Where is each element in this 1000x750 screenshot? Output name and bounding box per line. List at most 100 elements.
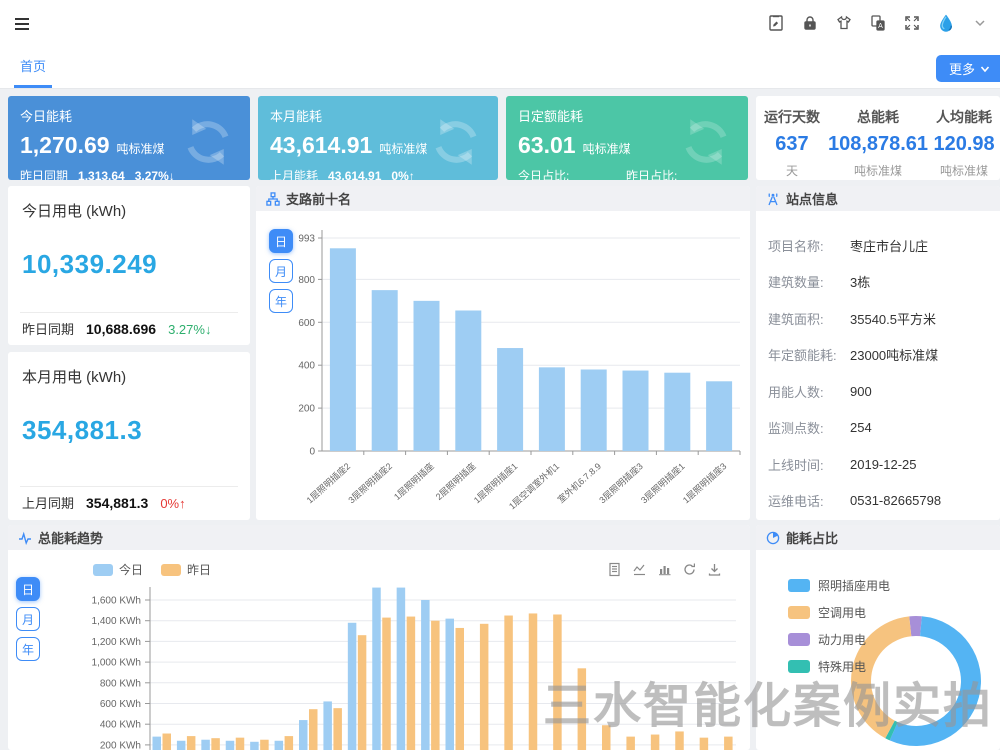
translate-icon[interactable]: A	[868, 13, 888, 33]
kpi-unit: 吨标准煤	[379, 140, 427, 157]
lock-icon[interactable]	[800, 13, 820, 33]
stat-running-days: 运行天数 637 天	[756, 96, 828, 180]
site-row-value: 23000吨标准煤	[850, 345, 938, 364]
legend-item-today[interactable]: 今日	[93, 561, 143, 578]
site-row: 用能人数:900	[768, 373, 988, 410]
legend-item-special[interactable]: 特殊用电	[788, 658, 890, 675]
tab-home[interactable]: 首页	[14, 48, 52, 88]
usage-sub-value: 354,881.3	[86, 495, 148, 511]
stat-label: 运行天数	[756, 107, 828, 127]
energy-trend-panel: 总能耗趋势 今日 昨日 日 月 年 1,600 KWh1,400 KWh1,20…	[8, 525, 750, 750]
legend-swatch	[93, 564, 113, 576]
maintenance-icon[interactable]	[766, 13, 786, 33]
legend-swatch	[788, 660, 810, 673]
fullscreen-icon[interactable]	[902, 13, 922, 33]
kpi-change: 0%↑	[391, 169, 414, 180]
legend-item-hvac[interactable]: 空调用电	[788, 604, 890, 621]
site-info-panel: 站点信息 项目名称:枣庄市台儿庄 建筑数量:3栋 建筑面积:35540.5平方米…	[756, 186, 1000, 520]
trend-period-month-button[interactable]: 月	[16, 607, 40, 631]
data-view-icon[interactable]	[606, 561, 622, 577]
legend-label: 照明插座用电	[818, 577, 890, 594]
trend-pulse-icon	[18, 531, 32, 545]
download-icon[interactable]	[706, 561, 722, 577]
trend-legend: 今日 昨日	[93, 561, 211, 578]
usage-value: 10,339.249	[22, 249, 236, 280]
stat-label: 人均能耗	[928, 107, 1000, 127]
kpi-value: 43,614.91	[270, 132, 372, 159]
site-row: 建筑面积:35540.5平方米	[768, 300, 988, 337]
kpi-sub-value: 1,313.64	[78, 169, 125, 180]
svg-text:1层照明插座: 1层照明插座	[391, 460, 436, 502]
theme-shirt-icon[interactable]	[834, 13, 854, 33]
refresh-icon[interactable]	[681, 561, 697, 577]
summary-stats-card: 运行天数 637 天 总能耗 108,878.61 吨标准煤 人均能耗 120.…	[756, 96, 1000, 180]
site-row: 运维电话:0531-82665798	[768, 483, 988, 520]
menu-icon[interactable]	[12, 14, 32, 34]
kpi-yest-ratio-label: 昨日占比:	[626, 169, 677, 180]
pie-icon	[766, 531, 780, 545]
usage-title: 今日用电 (kWh)	[22, 200, 236, 221]
stat-per-capita: 人均能耗 120.98 吨标准煤	[928, 96, 1000, 180]
more-button-label: 更多	[949, 59, 975, 78]
svg-text:1层照明插座3: 1层照明插座3	[680, 460, 728, 505]
site-row-label: 建筑面积:	[768, 309, 850, 328]
svg-text:1,600 KWh: 1,600 KWh	[92, 596, 141, 607]
line-chart-icon[interactable]	[631, 561, 647, 577]
topbar: A	[0, 0, 1000, 49]
stat-value: 637	[756, 133, 828, 156]
usage-title: 本月用电 (kWh)	[22, 366, 236, 387]
chevron-down-icon	[980, 64, 990, 74]
pie-panel-header: 能耗占比	[756, 525, 1000, 550]
branch-period-month-button[interactable]: 月	[269, 259, 293, 283]
site-row-value: 枣庄市台儿庄	[850, 236, 928, 255]
usage-value: 354,881.3	[22, 415, 236, 446]
branch-period-year-button[interactable]: 年	[269, 289, 293, 313]
site-row: 年定额能耗:23000吨标准煤	[768, 337, 988, 374]
svg-text:200 KWh: 200 KWh	[100, 740, 141, 750]
branch-top10-panel: 支路前十名 日 月 年 02004006008009931层照明插座23层照明插…	[256, 186, 750, 520]
trend-period-year-button[interactable]: 年	[16, 637, 40, 661]
kpi-change: 3.27%↓	[135, 169, 175, 180]
kpi-value: 1,270.69	[20, 132, 110, 159]
usage-card-today: 今日用电 (kWh) 10,339.249 昨日同期 10,688.696 3.…	[8, 186, 250, 345]
kpi-today-ratio-label: 今日占比:	[518, 169, 569, 180]
site-row: 建筑数量:3栋	[768, 264, 988, 301]
legend-swatch	[788, 633, 810, 646]
legend-item-power[interactable]: 动力用电	[788, 631, 890, 648]
svg-text:1,000 KWh: 1,000 KWh	[92, 658, 141, 669]
svg-text:A: A	[878, 23, 883, 30]
legend-item-yesterday[interactable]: 昨日	[161, 561, 211, 578]
pie-panel-title: 能耗占比	[786, 528, 838, 547]
kpi-card-daily-quota: 日定额能耗 63.01吨标准煤 今日占比: 2,016.54% 昨日占比: 2,…	[506, 96, 748, 180]
energy-dashboard: A 首页 更多 今日能耗 1,270.69吨标准煤 昨日同期1,313.643.…	[0, 0, 1000, 750]
legend-label: 空调用电	[818, 604, 866, 621]
trend-period-day-button[interactable]: 日	[16, 577, 40, 601]
usage-card-month: 本月用电 (kWh) 354,881.3 上月同期 354,881.3 0%↑	[8, 352, 250, 520]
kpi-unit: 吨标准煤	[117, 140, 165, 157]
kpi-sub-label: 上月能耗	[270, 167, 318, 180]
trend-panel-title: 总能耗趋势	[38, 528, 103, 547]
bar-chart-icon[interactable]	[656, 561, 672, 577]
legend-swatch	[788, 579, 810, 592]
chart-toolbox	[606, 561, 722, 577]
legend-swatch	[788, 606, 810, 619]
site-row-label: 建筑数量:	[768, 272, 850, 291]
site-row: 项目名称:枣庄市台儿庄	[768, 227, 988, 264]
kpi-value: 63.01	[518, 132, 576, 159]
svg-text:室外机6.7.8.9: 室外机6.7.8.9	[555, 460, 603, 505]
kpi-card-month-energy: 本月能耗 43,614.91吨标准煤 上月能耗43,614.910%↑	[258, 96, 498, 180]
recycle-icon	[678, 114, 734, 170]
svg-text:993: 993	[298, 234, 315, 245]
svg-text:200: 200	[298, 404, 315, 415]
water-drop-logo-icon[interactable]	[936, 13, 956, 33]
usage-change: 0%↑	[160, 496, 185, 511]
svg-text:3层照明插座3: 3层照明插座3	[597, 460, 645, 505]
more-button[interactable]: 更多	[936, 55, 1000, 82]
branch-period-day-button[interactable]: 日	[269, 229, 293, 253]
user-chevron-down-icon[interactable]	[970, 13, 990, 33]
usage-sub-label: 上月同期	[22, 493, 74, 512]
stat-unit: 天	[756, 162, 828, 179]
site-row-value: 254	[850, 420, 872, 435]
legend-label: 昨日	[187, 561, 211, 578]
legend-item-lighting[interactable]: 照明插座用电	[788, 577, 890, 594]
